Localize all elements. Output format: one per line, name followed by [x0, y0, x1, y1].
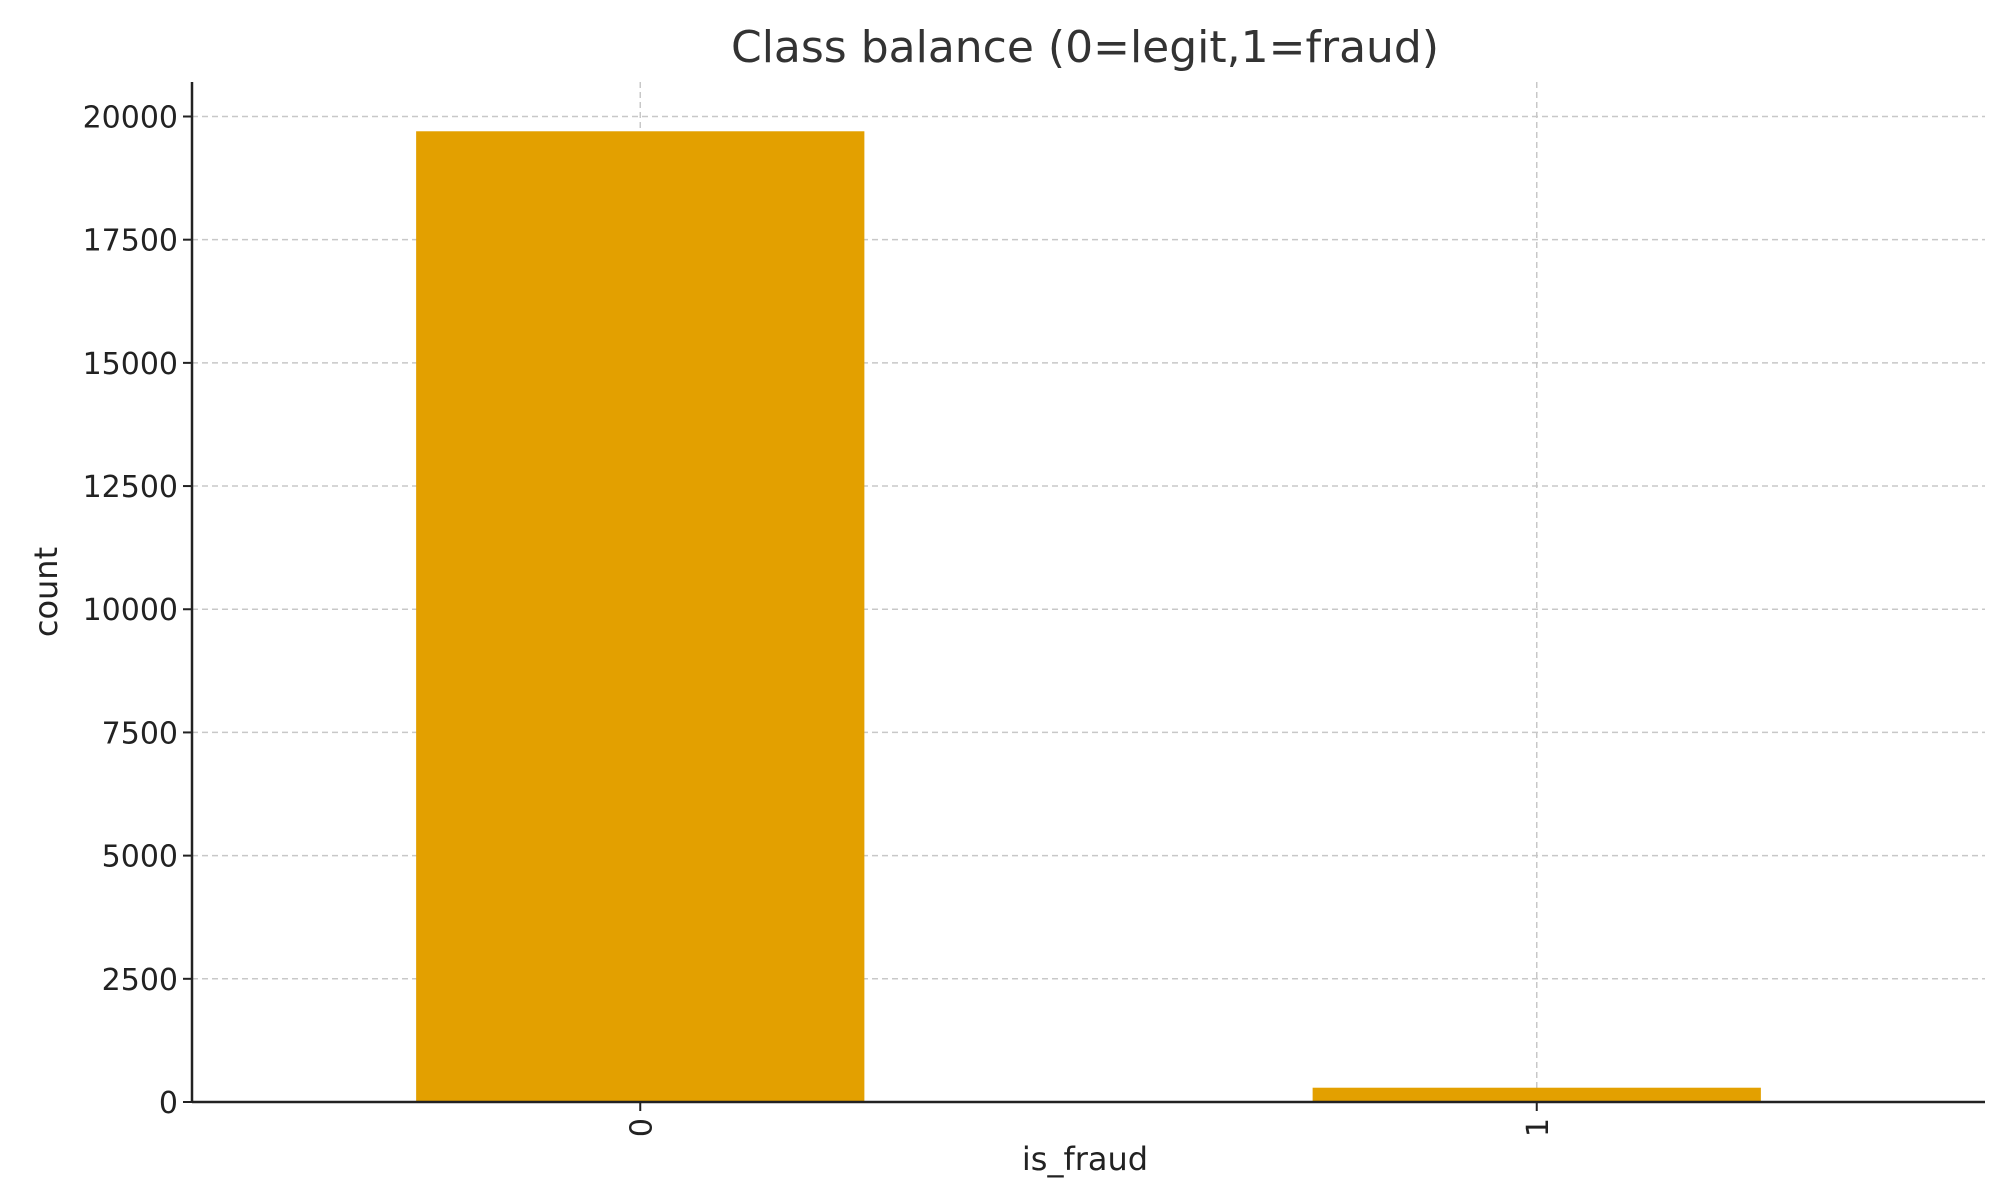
y-tick-label-1: 2500	[102, 963, 178, 998]
y-tick-label-5: 12500	[83, 470, 178, 505]
y-tick-label-8: 20000	[83, 100, 178, 135]
y-tick-label-2: 5000	[102, 840, 178, 875]
y-tick-label-4: 10000	[83, 593, 178, 628]
y-axis-label: count	[27, 547, 65, 637]
y-tick-label-7: 17500	[83, 224, 178, 259]
x-tick-label-1: 1	[1521, 1118, 1556, 1137]
x-axis-label: is_fraud	[1022, 1140, 1148, 1178]
y-tick-label-6: 15000	[83, 347, 178, 382]
chart-title: Class balance (0=legit,1=fraud)	[731, 22, 1439, 73]
x-tick-label-0: 0	[624, 1118, 659, 1137]
ticks-layer: 0 2500 5000 7500 10000 12500 15000 17500 20000 0 1	[83, 100, 1556, 1137]
bars-layer	[416, 131, 1761, 1102]
axes-layer	[190, 82, 1985, 1104]
bar-0	[416, 131, 865, 1102]
bar-1	[1312, 1087, 1761, 1102]
y-tick-label-0: 0	[159, 1086, 178, 1121]
y-tick-label-3: 7500	[102, 716, 178, 751]
